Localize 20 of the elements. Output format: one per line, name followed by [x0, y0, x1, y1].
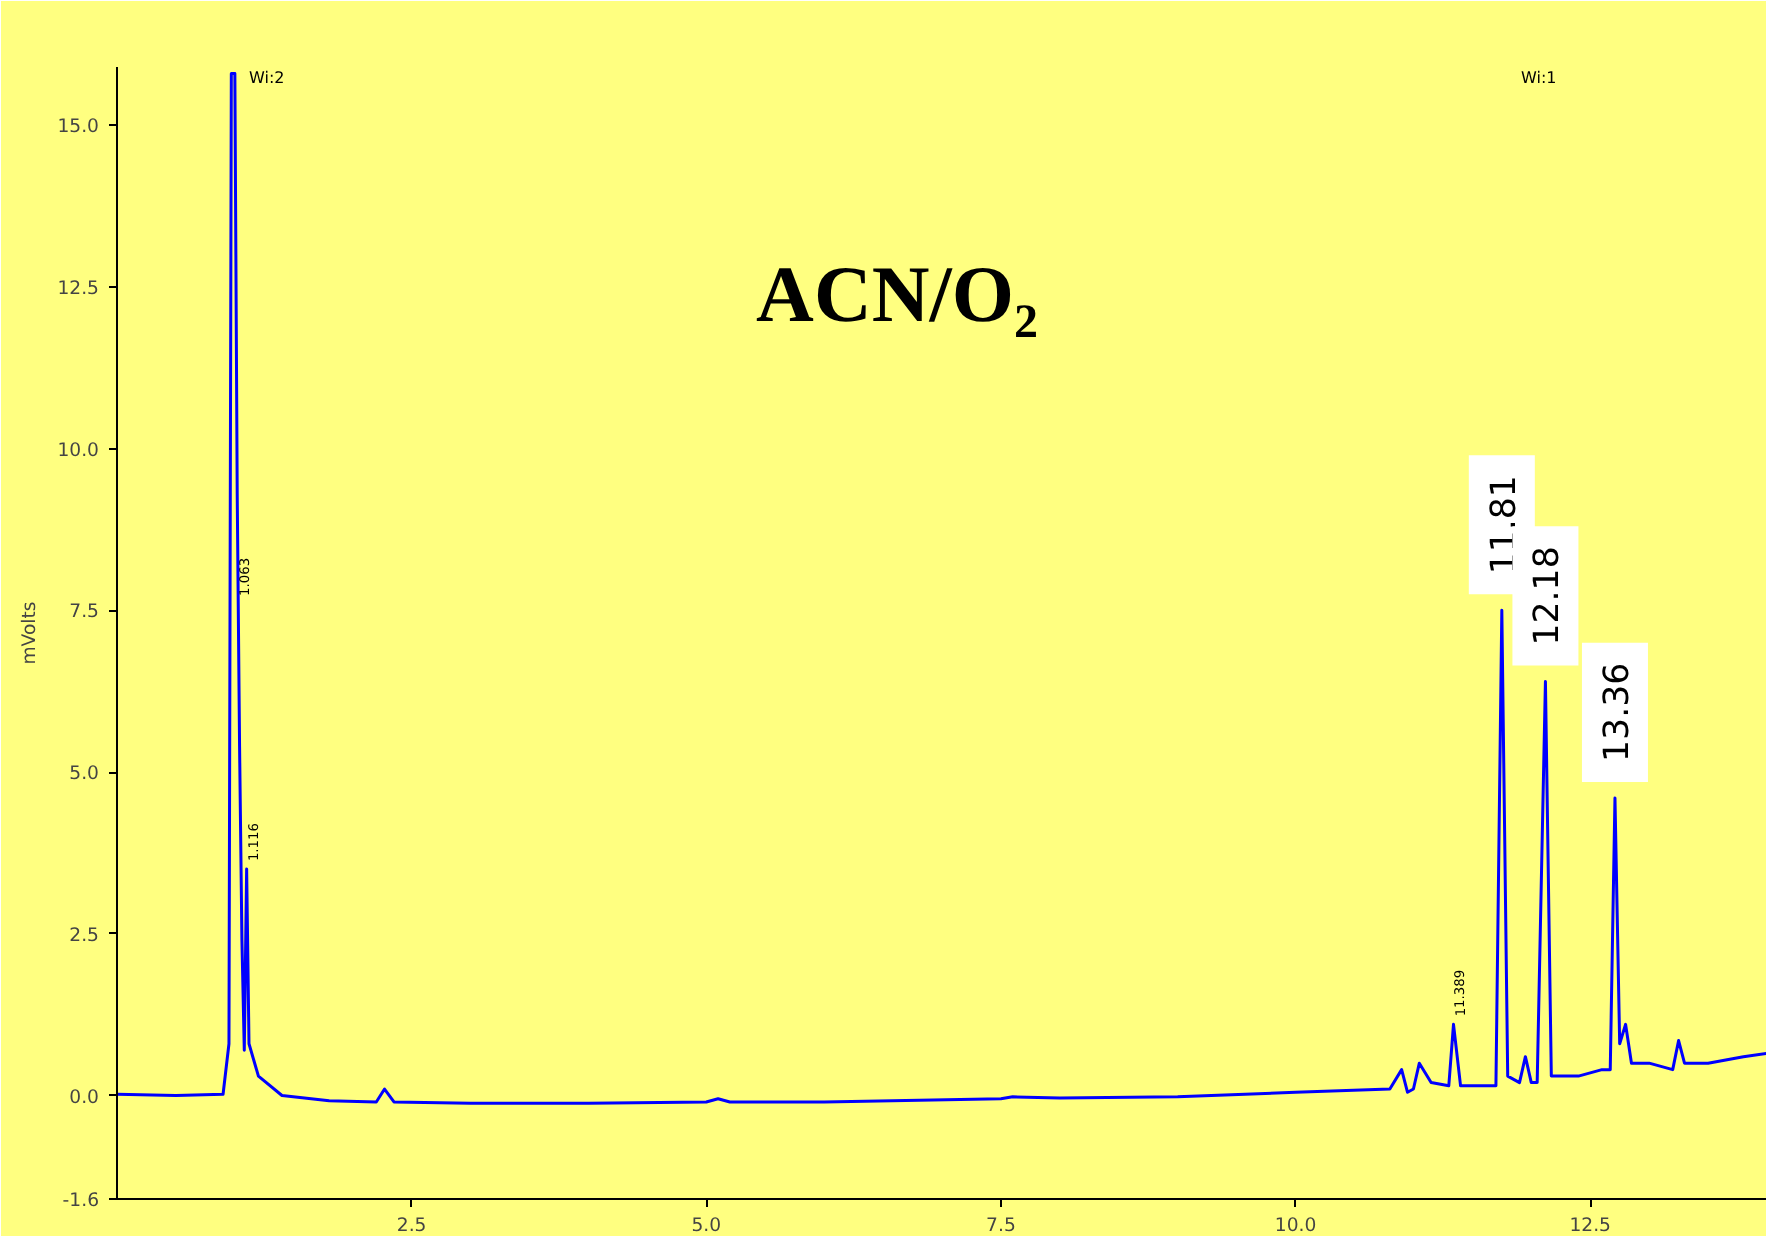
- x-tick-label: 7.5: [986, 1215, 1016, 1236]
- annotation: 13.36: [1597, 662, 1638, 762]
- annotation: Wi:2: [249, 69, 285, 87]
- x-tick-label: 5.0: [691, 1215, 722, 1236]
- y-tick-label: 0.0: [69, 1086, 100, 1109]
- y-tick-label: 2.5: [69, 924, 100, 947]
- y-tick-label: 10.0: [57, 439, 100, 462]
- y-tick-label: 5.0: [69, 763, 100, 786]
- y-tick-label: 7.5: [69, 601, 100, 624]
- y-axis-title: mVolts: [19, 601, 42, 665]
- annotation: Wi:1: [1521, 69, 1557, 87]
- line-series: [117, 71, 1766, 1105]
- y-tick-label: 12.5: [57, 277, 100, 300]
- annotation: 12.18: [1528, 546, 1569, 646]
- x-tick-label: 10.0: [1274, 1215, 1317, 1236]
- x-tick-label: 2.5: [396, 1215, 427, 1236]
- x-tick-label: 12.5: [1569, 1215, 1612, 1236]
- text: ACN/O₂: [756, 249, 1038, 339]
- y-tick-label: 15.0: [57, 116, 100, 139]
- y-tick-label: -1.6: [62, 1190, 100, 1212]
